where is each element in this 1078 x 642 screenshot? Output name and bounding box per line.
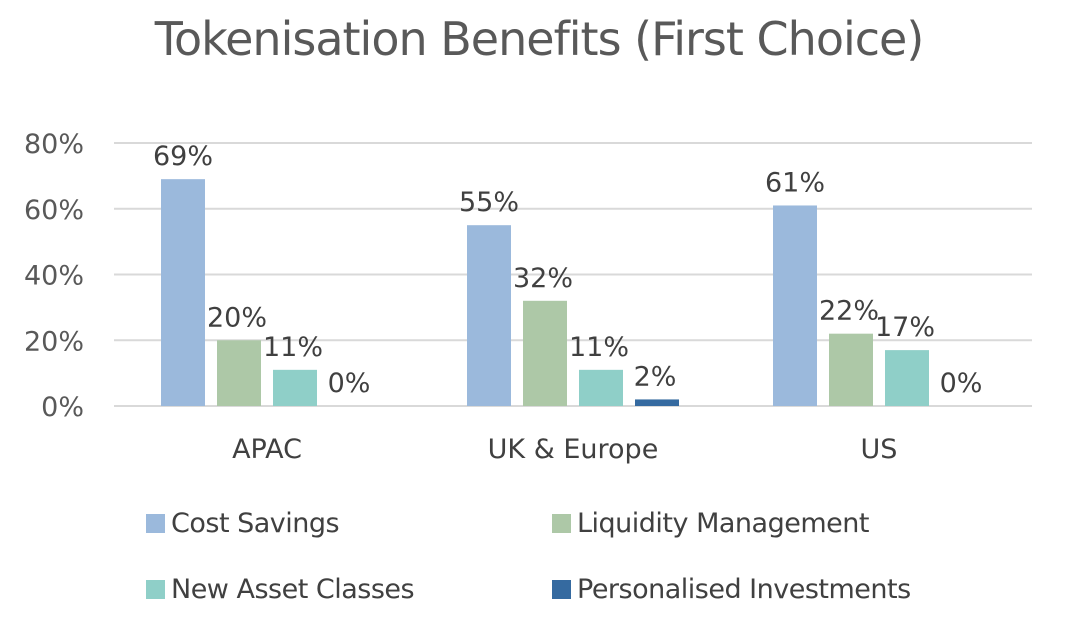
x-tick-label: UK & Europe [488, 434, 659, 465]
x-tick-label: APAC [232, 434, 302, 465]
legend-swatch [146, 580, 165, 599]
legend-item-liquidity-management: Liquidity Management [552, 508, 869, 539]
data-label: 55% [459, 187, 519, 218]
legend-swatch [552, 514, 571, 533]
data-label: 17% [875, 312, 935, 343]
data-label: 0% [328, 368, 371, 399]
bar [885, 350, 929, 406]
bar [635, 399, 679, 406]
data-label: 32% [513, 263, 573, 294]
y-tick-label: 20% [24, 326, 84, 357]
y-tick-label: 0% [41, 392, 84, 423]
bar [579, 369, 623, 406]
legend-label: New Asset Classes [171, 574, 415, 605]
bar [467, 225, 511, 406]
y-tick-label: 80% [24, 129, 84, 160]
bar [273, 369, 317, 406]
bar [773, 205, 817, 406]
bar [217, 340, 261, 406]
data-label: 2% [634, 361, 677, 392]
data-label: 69% [153, 141, 213, 172]
legend-item-personalised-investments: Personalised Investments [552, 574, 911, 605]
data-label: 11% [263, 332, 323, 363]
legend-label: Personalised Investments [577, 574, 911, 605]
y-tick-label: 60% [24, 195, 84, 226]
legend-swatch [552, 580, 571, 599]
data-label: 61% [765, 167, 825, 198]
bar [829, 333, 873, 406]
y-tick-label: 40% [24, 261, 84, 292]
legend-item-new-asset-classes: New Asset Classes [146, 574, 415, 605]
legend-item-cost-savings: Cost Savings [146, 508, 340, 539]
x-tick-label: US [861, 434, 898, 465]
chart-title: Tokenisation Benefits (First Choice) [154, 12, 925, 66]
data-label: 0% [940, 368, 983, 399]
legend-label: Cost Savings [171, 508, 340, 539]
bar [523, 300, 567, 406]
data-label: 11% [569, 332, 629, 363]
legend-label: Liquidity Management [577, 508, 869, 539]
bar [161, 179, 205, 406]
data-label: 20% [207, 302, 267, 333]
legend-swatch [146, 514, 165, 533]
data-label: 22% [819, 296, 879, 327]
